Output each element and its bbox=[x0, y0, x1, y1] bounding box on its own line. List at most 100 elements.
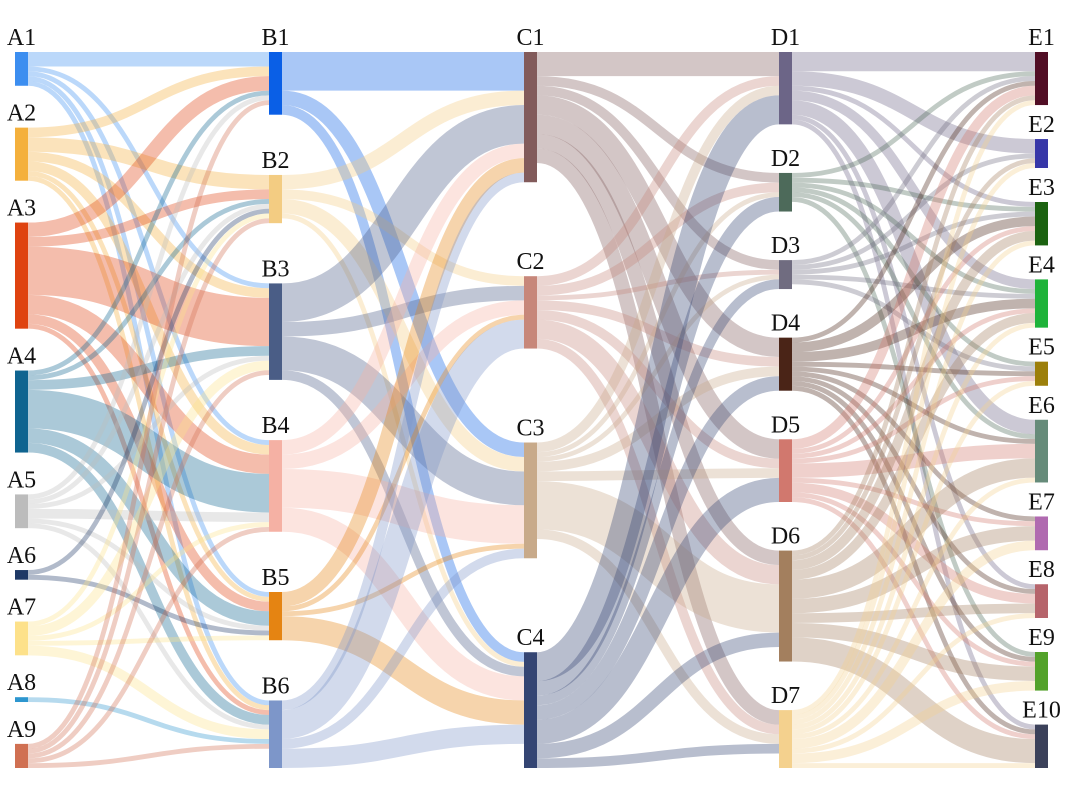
link-c2-d4 bbox=[536, 300, 780, 367]
link-a1-b5 bbox=[27, 76, 270, 597]
node-e4 bbox=[1035, 279, 1048, 328]
link-b6-c3 bbox=[281, 548, 525, 749]
node-label-d3: D3 bbox=[771, 233, 800, 259]
link-c1-d3 bbox=[536, 85, 780, 270]
node-label-d7: D7 bbox=[771, 683, 800, 709]
node-label-d5: D5 bbox=[771, 412, 800, 438]
link-c2-d2 bbox=[536, 182, 780, 296]
link-d6-e10 bbox=[791, 637, 1036, 764]
link-c2-d6 bbox=[536, 319, 780, 585]
node-e8 bbox=[1035, 584, 1048, 618]
link-c4-d7 bbox=[536, 743, 780, 768]
link-d6-e3 bbox=[791, 230, 1036, 570]
labels-layer: A1 A2 A3 A4 A5 A6 A7 A8 A9 B1 B2 B3 B4 B5 B6 C1 C2 C3 C4 D1… bbox=[4, 22, 1064, 746]
link-d5-e1 bbox=[791, 85, 1036, 449]
node-label-e5: E5 bbox=[1028, 335, 1055, 361]
link-c3-d2 bbox=[536, 192, 780, 457]
node-c1 bbox=[524, 52, 537, 183]
link-a4-b1 bbox=[27, 90, 270, 376]
link-a7-b2 bbox=[27, 213, 270, 627]
node-b4 bbox=[269, 440, 282, 532]
link-d4-e8 bbox=[791, 376, 1036, 594]
node-label-e2: E2 bbox=[1028, 112, 1055, 138]
node-a5 bbox=[15, 494, 28, 529]
node-d6 bbox=[779, 550, 792, 662]
link-d5-e10 bbox=[791, 497, 1036, 740]
link-d5-e6 bbox=[791, 443, 1036, 478]
link-d7-e2 bbox=[791, 163, 1036, 720]
node-e6 bbox=[1035, 419, 1048, 483]
node-label-b5: B5 bbox=[261, 565, 289, 591]
link-c4-d6 bbox=[536, 632, 780, 759]
link-d6-e6 bbox=[791, 458, 1036, 599]
link-a3-b1 bbox=[27, 76, 270, 238]
link-b2-c4 bbox=[281, 213, 525, 667]
node-label-a8: A8 bbox=[7, 670, 36, 696]
node-a9 bbox=[15, 743, 28, 768]
link-a6-b2 bbox=[27, 208, 270, 575]
node-label-d6: D6 bbox=[771, 524, 800, 550]
node-label-a3: A3 bbox=[7, 196, 36, 222]
link-d4-e6 bbox=[791, 366, 1036, 444]
node-label-e4: E4 bbox=[1028, 252, 1055, 278]
link-d4-e7 bbox=[791, 371, 1036, 522]
link-d1-e3 bbox=[791, 85, 1036, 207]
link-d4-e10 bbox=[791, 385, 1036, 735]
link-c2-d3 bbox=[536, 269, 780, 301]
node-e3 bbox=[1035, 202, 1048, 246]
link-a9-b6 bbox=[27, 743, 270, 768]
link-c4-d3 bbox=[536, 279, 780, 706]
link-b3-c3 bbox=[281, 336, 525, 506]
link-d6-e1 bbox=[791, 95, 1036, 556]
link-d4-e5 bbox=[791, 361, 1036, 377]
link-a7-b5 bbox=[27, 635, 270, 646]
node-e2 bbox=[1035, 139, 1048, 168]
link-a9-b4 bbox=[27, 526, 270, 764]
link-a2-b3 bbox=[27, 151, 270, 298]
node-e10 bbox=[1035, 724, 1048, 768]
link-d5-e8 bbox=[791, 482, 1036, 604]
node-label-e1: E1 bbox=[1028, 25, 1055, 51]
link-a4-b3 bbox=[27, 346, 270, 390]
link-b1-c3 bbox=[281, 90, 525, 457]
node-label-c4: C4 bbox=[516, 625, 544, 651]
node-a3 bbox=[15, 222, 28, 329]
link-c4-d1 bbox=[535, 95, 781, 682]
link-b5-c4 bbox=[281, 616, 525, 725]
link-a3-b3 bbox=[27, 246, 270, 347]
link-a5-b6 bbox=[27, 523, 270, 730]
link-a5-b2 bbox=[27, 203, 270, 505]
link-a7-b6 bbox=[27, 645, 270, 740]
link-a2-b6 bbox=[27, 175, 270, 711]
link-a4-b2 bbox=[27, 199, 270, 381]
node-a6 bbox=[15, 570, 28, 580]
link-a5-b1 bbox=[27, 95, 270, 500]
link-b3-c4 bbox=[281, 370, 525, 677]
node-d5 bbox=[779, 439, 792, 502]
link-a3-b6 bbox=[27, 323, 270, 715]
link-c3-d3 bbox=[536, 274, 780, 462]
link-d6-e8 bbox=[791, 603, 1036, 623]
node-b3 bbox=[269, 283, 282, 380]
link-b6-c1 bbox=[281, 172, 525, 711]
node-label-c2: C2 bbox=[516, 249, 544, 275]
link-d1-e4 bbox=[791, 90, 1036, 290]
node-e1 bbox=[1035, 52, 1048, 106]
link-c1-d4 bbox=[536, 95, 780, 357]
links-layer bbox=[27, 51, 1036, 769]
link-d3-e5 bbox=[791, 279, 1036, 372]
link-b4-c2 bbox=[281, 300, 525, 470]
node-label-e9: E9 bbox=[1028, 625, 1055, 651]
node-label-d2: D2 bbox=[771, 146, 800, 172]
link-c2-d7 bbox=[536, 338, 780, 735]
link-d4-e3 bbox=[791, 216, 1036, 353]
nodes-layer bbox=[15, 52, 1048, 768]
link-a9-b2 bbox=[27, 218, 270, 754]
link-a9-b1 bbox=[27, 100, 270, 749]
link-a2-b2 bbox=[27, 137, 270, 190]
node-d2 bbox=[779, 172, 792, 212]
node-label-d1: D1 bbox=[771, 25, 800, 51]
node-c4 bbox=[524, 652, 537, 768]
link-c3-d6 bbox=[536, 481, 780, 633]
